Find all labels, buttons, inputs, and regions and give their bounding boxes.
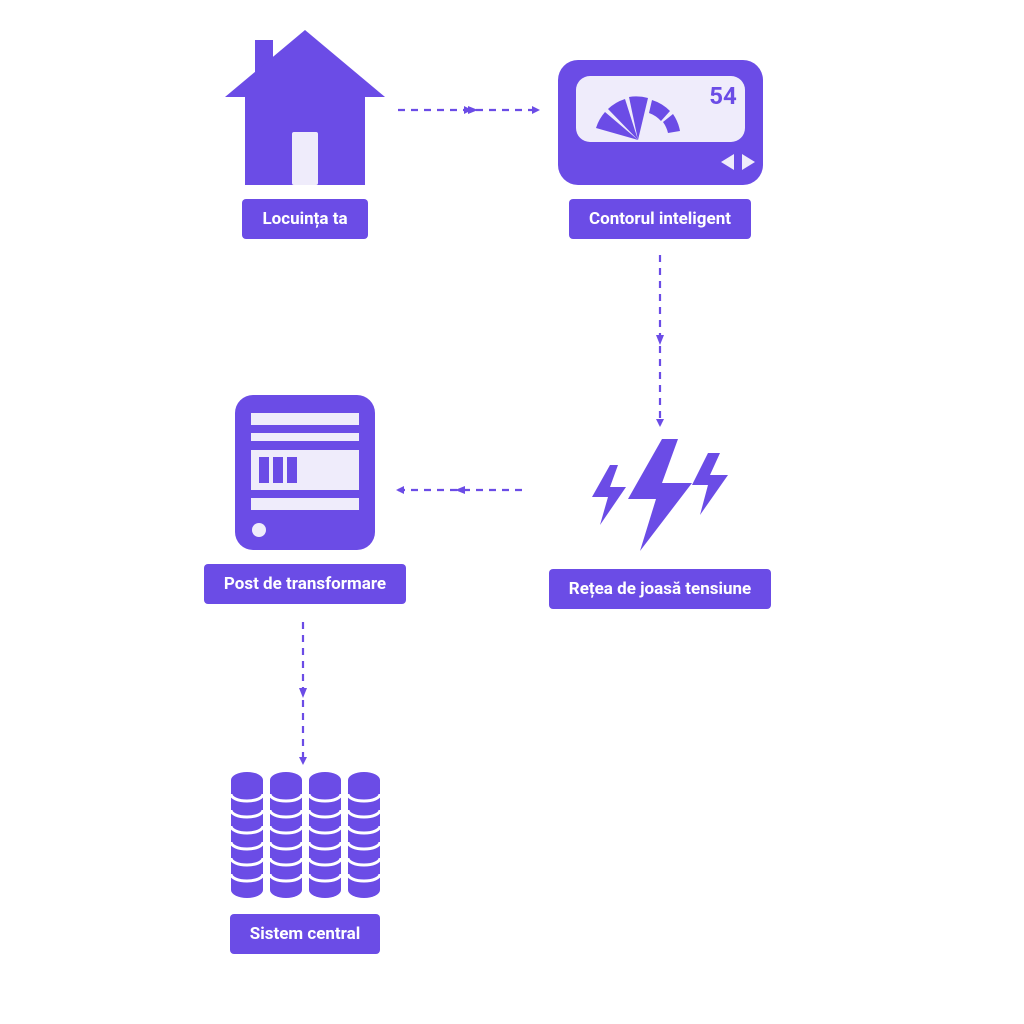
node-meter: 54 Contorul inteligent [545,60,775,239]
servers-icon [225,770,385,900]
node-transformer-label: Post de transformare [204,564,406,604]
node-lowvoltage-label: Rețea de joasă tensiune [549,569,771,609]
flow-arrows [0,0,1024,1024]
svg-text:54: 54 [709,82,737,110]
node-home-label: Locuința ta [242,199,367,239]
node-lowvoltage: Rețea de joasă tensiune [525,435,795,609]
node-central-label: Sistem central [230,914,380,954]
node-home: Locuința ta [215,30,395,239]
lightning-icon [580,435,740,555]
node-meter-label: Contorul inteligent [569,199,751,239]
meter-icon: 54 [558,60,763,185]
transformer-icon [235,395,375,550]
house-icon [220,30,390,185]
node-central: Sistem central [210,770,400,954]
node-transformer: Post de transformare [180,395,430,604]
